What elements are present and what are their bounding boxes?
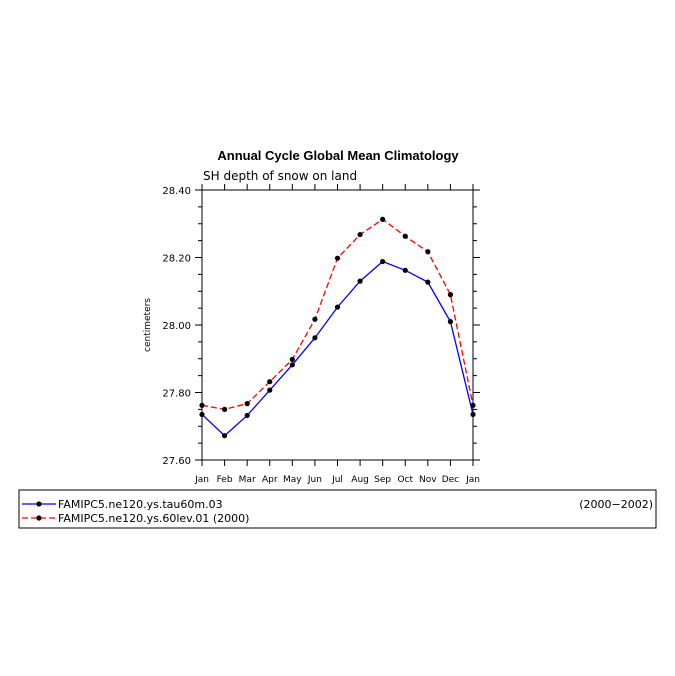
- x-tick-label: Mar: [239, 475, 256, 485]
- legend-marker: [36, 501, 42, 507]
- chart-title: Annual Cycle Global Mean Climatology: [217, 148, 459, 163]
- legend-marker: [36, 515, 42, 521]
- x-tick-label: Dec: [442, 475, 459, 485]
- y-tick-label: 28.40: [162, 186, 191, 197]
- data-point: [380, 258, 386, 265]
- y-tick-label: 28.20: [162, 254, 191, 265]
- axis-ticks: [195, 184, 480, 466]
- data-point: [289, 362, 295, 368]
- data-point: [334, 304, 341, 310]
- x-tick-label: Jul: [331, 475, 343, 485]
- y-axis-label: centimeters: [143, 298, 153, 352]
- data-point: [357, 278, 363, 284]
- x-tick-label: Sep: [374, 475, 391, 485]
- x-tick-label: Aug: [351, 475, 369, 485]
- legend-label: FAMIPC5.ne120.ys.60lev.01 (2000): [58, 512, 249, 525]
- data-point: [425, 249, 431, 255]
- legend-label: FAMIPC5.ne120.ys.tau60m.03: [58, 498, 223, 511]
- x-tick-label: May: [283, 475, 302, 485]
- data-point: [380, 216, 386, 222]
- series-layer: [199, 216, 476, 439]
- chart-subtitle: SH depth of snow on land: [203, 169, 357, 183]
- data-point: [425, 279, 431, 285]
- data-point: [402, 267, 408, 273]
- x-tick-label: Oct: [397, 475, 413, 485]
- data-point: [244, 401, 250, 407]
- legend-box: [18, 489, 657, 529]
- y-tick-labels: 27.60 27.80 28.00 28.20 28.40: [162, 186, 191, 467]
- data-point: [267, 379, 273, 385]
- data-point: [470, 411, 476, 418]
- data-point: [199, 411, 205, 418]
- data-point: [447, 319, 454, 325]
- data-point: [199, 402, 205, 408]
- data-point: [334, 255, 341, 261]
- data-point: [221, 406, 228, 412]
- data-point: [402, 233, 408, 239]
- x-tick-label: Jan: [465, 475, 480, 485]
- y-tick-label: 27.80: [162, 389, 191, 400]
- data-point: [221, 433, 228, 439]
- data-point: [447, 292, 454, 298]
- data-point: [357, 231, 363, 238]
- data-point: [470, 402, 476, 408]
- y-tick-label: 28.00: [162, 321, 191, 332]
- legend: FAMIPC5.ne120.ys.tau60m.03 (2000−2002) FAM…: [22, 498, 653, 525]
- x-tick-label: Jan: [194, 475, 209, 485]
- x-tick-labels: Jan Feb Mar Apr May Jun Jul Aug Sep Oct Nov Dec Jan: [194, 475, 480, 485]
- x-tick-label: Jun: [307, 475, 322, 485]
- data-point: [312, 316, 318, 322]
- x-tick-label: Apr: [262, 475, 278, 485]
- data-point: [244, 412, 250, 419]
- x-tick-label: Nov: [419, 475, 437, 485]
- data-point: [312, 335, 318, 341]
- series-line: [201, 218, 474, 411]
- legend-period: (2000−2002): [579, 498, 653, 511]
- data-point: [267, 387, 273, 393]
- series-line: [201, 260, 474, 437]
- x-tick-label: Feb: [217, 475, 233, 485]
- y-tick-label: 27.60: [162, 456, 191, 467]
- data-point: [289, 356, 295, 363]
